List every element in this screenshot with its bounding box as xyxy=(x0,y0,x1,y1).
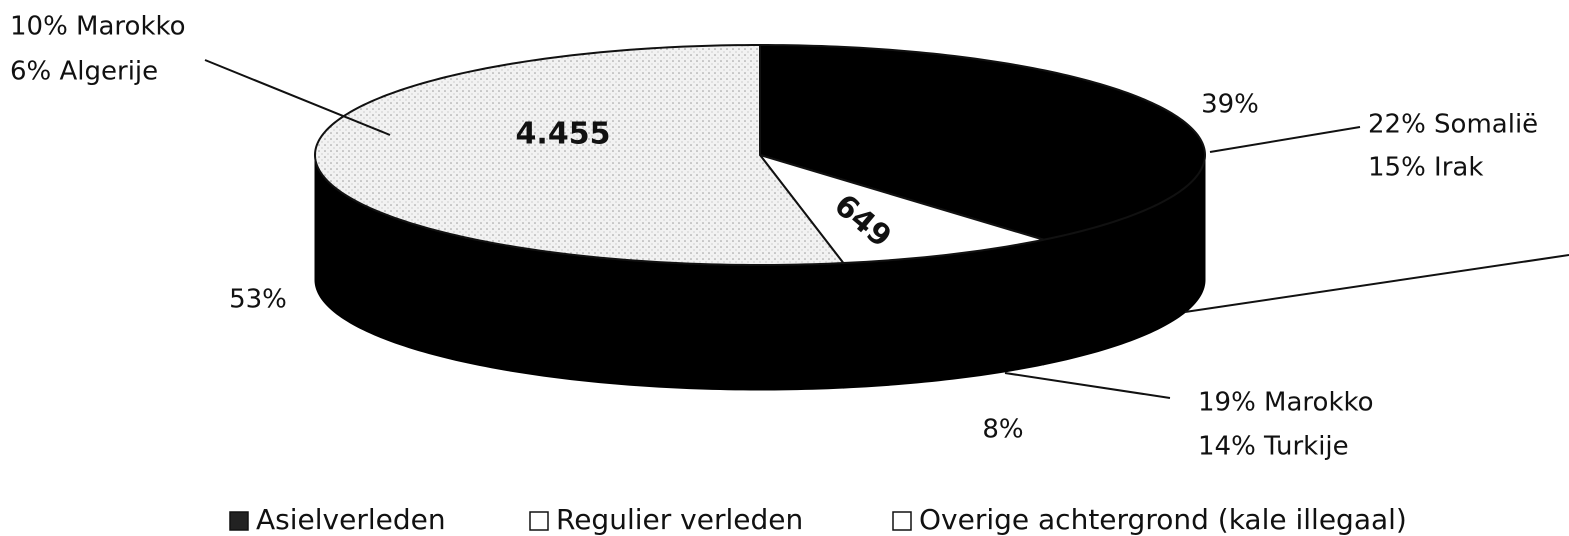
leader-line xyxy=(1004,372,1171,399)
annotation: 6% Algerije xyxy=(10,57,158,87)
annotation: 22% Somalië xyxy=(1368,110,1538,140)
annotation: 19% Marokko xyxy=(1198,388,1374,418)
leader-line xyxy=(1209,126,1361,153)
leader-line xyxy=(1184,254,1569,313)
value-label: 8% xyxy=(982,415,1023,445)
legend-label: Overige achtergrond (kale illegaal) xyxy=(919,503,1407,536)
count-label: 4.455 xyxy=(516,117,611,152)
legend-label: Regulier verleden xyxy=(556,503,803,536)
legend-swatch xyxy=(229,511,249,531)
legend-swatch xyxy=(892,511,912,531)
pie-slice xyxy=(757,153,1044,265)
leader-line xyxy=(204,59,391,136)
legend-swatch xyxy=(529,511,549,531)
annotation: 14% Turkije xyxy=(1198,432,1349,462)
legend-label: Asielverleden xyxy=(256,503,446,536)
value-label: 53% xyxy=(229,285,287,315)
pie-slice xyxy=(314,43,846,266)
annotation: 10% Marokko xyxy=(10,12,186,42)
annotation: 15% Irak xyxy=(1368,153,1483,183)
pie-slice xyxy=(759,43,1206,241)
value-label: 39% xyxy=(1201,90,1259,120)
pie xyxy=(314,43,1206,391)
